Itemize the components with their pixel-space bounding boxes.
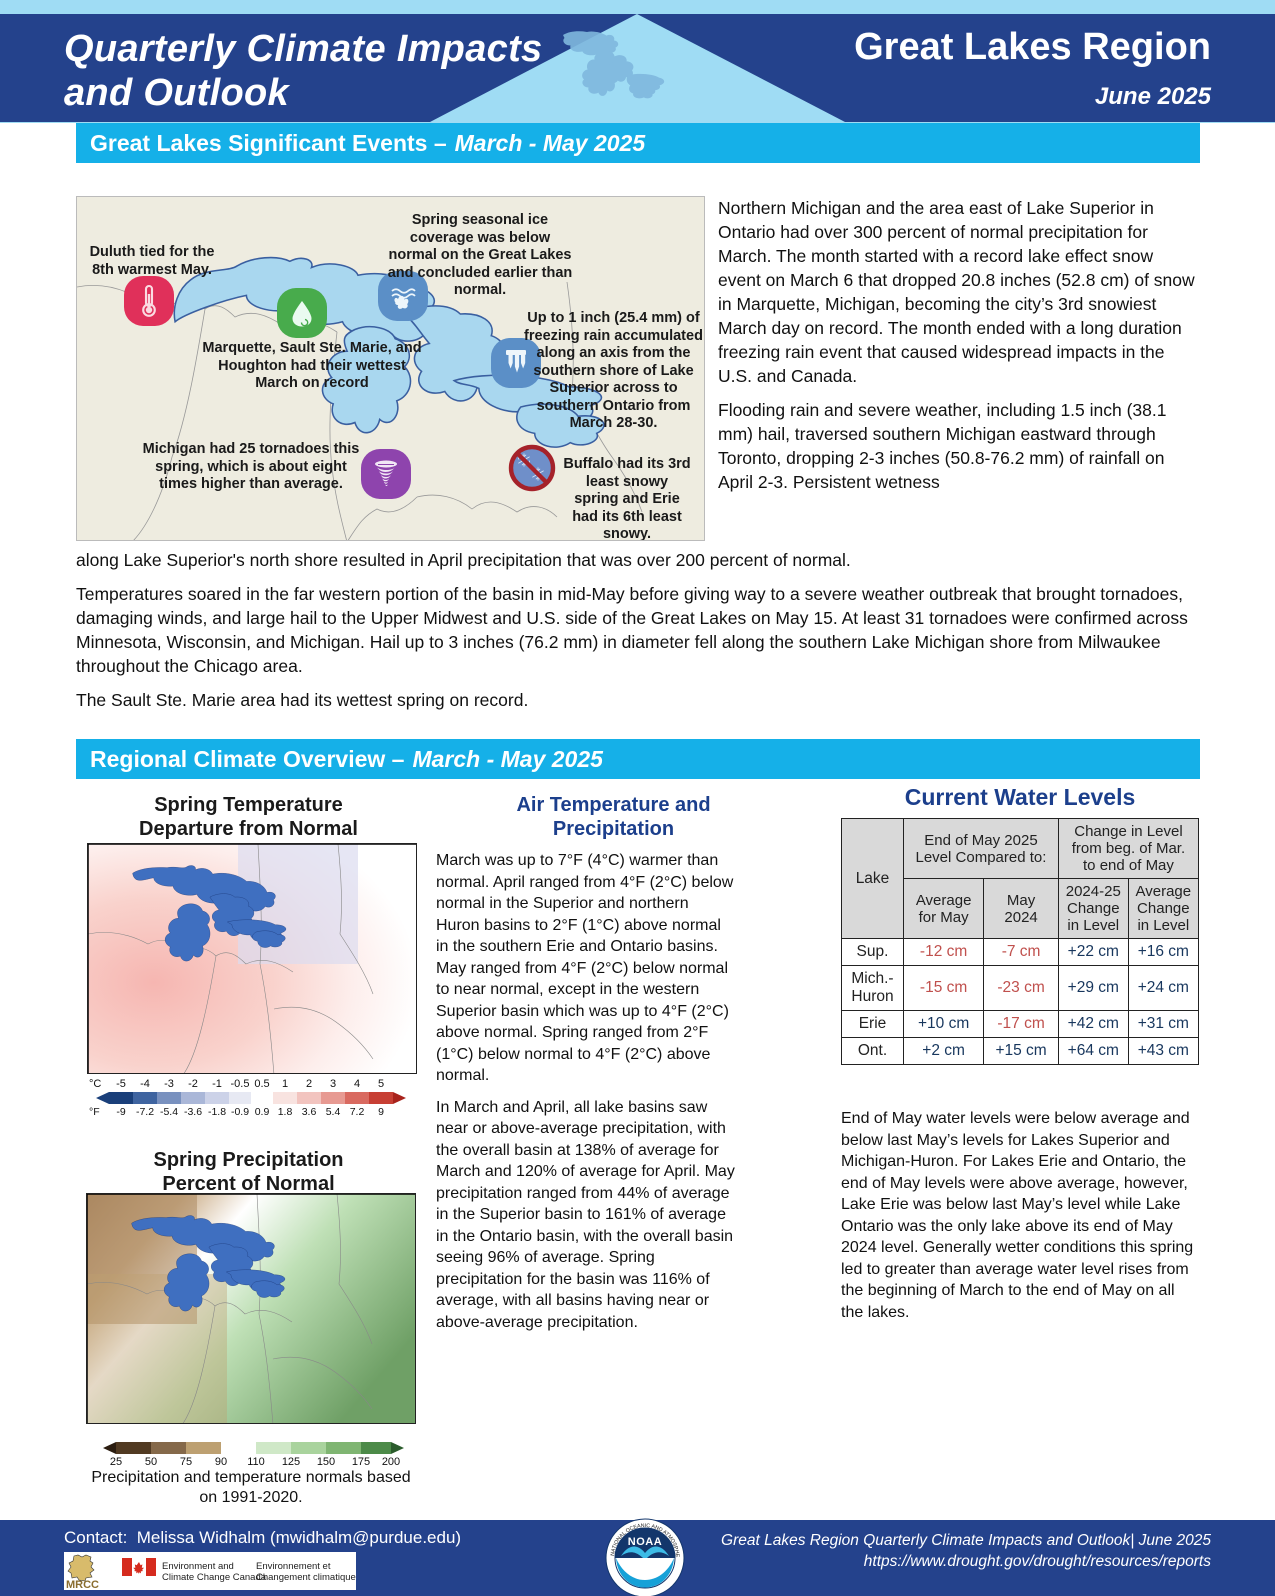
svg-text:50: 50 <box>145 1456 157 1468</box>
svg-text:-5: -5 <box>116 1078 126 1090</box>
svg-text:-0.5: -0.5 <box>231 1078 250 1090</box>
svg-text:7.2: 7.2 <box>350 1106 365 1118</box>
svg-text:3.6: 3.6 <box>302 1106 317 1118</box>
svg-text:Climate Change Canada: Climate Change Canada <box>162 1572 267 1583</box>
svg-text:Changement climatique Canada: Changement climatique Canada <box>256 1572 356 1583</box>
svg-text:-5.4: -5.4 <box>160 1106 178 1118</box>
svg-text:1.8: 1.8 <box>278 1106 293 1118</box>
svg-text:75: 75 <box>180 1456 192 1468</box>
svg-text:0.5: 0.5 <box>254 1078 269 1090</box>
svg-text:200: 200 <box>382 1456 400 1468</box>
svg-text:0.9: 0.9 <box>255 1106 270 1118</box>
svg-text:-9: -9 <box>116 1106 125 1118</box>
svg-text:5.4: 5.4 <box>326 1106 341 1118</box>
svg-text:4: 4 <box>354 1078 360 1090</box>
svg-text:25: 25 <box>110 1456 122 1468</box>
svg-text:90: 90 <box>215 1456 227 1468</box>
svg-text:-7.2: -7.2 <box>136 1106 154 1118</box>
svg-text:-3.6: -3.6 <box>184 1106 202 1118</box>
svg-text:MRCC: MRCC <box>66 1579 99 1590</box>
svg-text:-0.9: -0.9 <box>231 1106 249 1118</box>
svg-text:-4: -4 <box>140 1078 150 1090</box>
svg-text:110: 110 <box>247 1456 265 1468</box>
svg-text:-1: -1 <box>212 1078 222 1090</box>
svg-text:-1.8: -1.8 <box>208 1106 226 1118</box>
svg-text:9: 9 <box>378 1106 384 1118</box>
svg-text:°F: °F <box>89 1106 100 1118</box>
svg-text:Environment and: Environment and <box>162 1561 234 1572</box>
svg-text:150: 150 <box>317 1456 335 1468</box>
svg-text:175: 175 <box>352 1456 370 1468</box>
svg-text:Environnement et: Environnement et <box>256 1561 331 1572</box>
svg-text:1: 1 <box>282 1078 288 1090</box>
svg-text:NOAA: NOAA <box>628 1536 662 1548</box>
svg-text:-3: -3 <box>164 1078 174 1090</box>
svg-text:°C: °C <box>89 1078 101 1090</box>
svg-text:-2: -2 <box>188 1078 198 1090</box>
svg-text:125: 125 <box>282 1456 300 1468</box>
svg-text:5: 5 <box>378 1078 384 1090</box>
svg-text:3: 3 <box>330 1078 336 1090</box>
svg-text:2: 2 <box>306 1078 312 1090</box>
